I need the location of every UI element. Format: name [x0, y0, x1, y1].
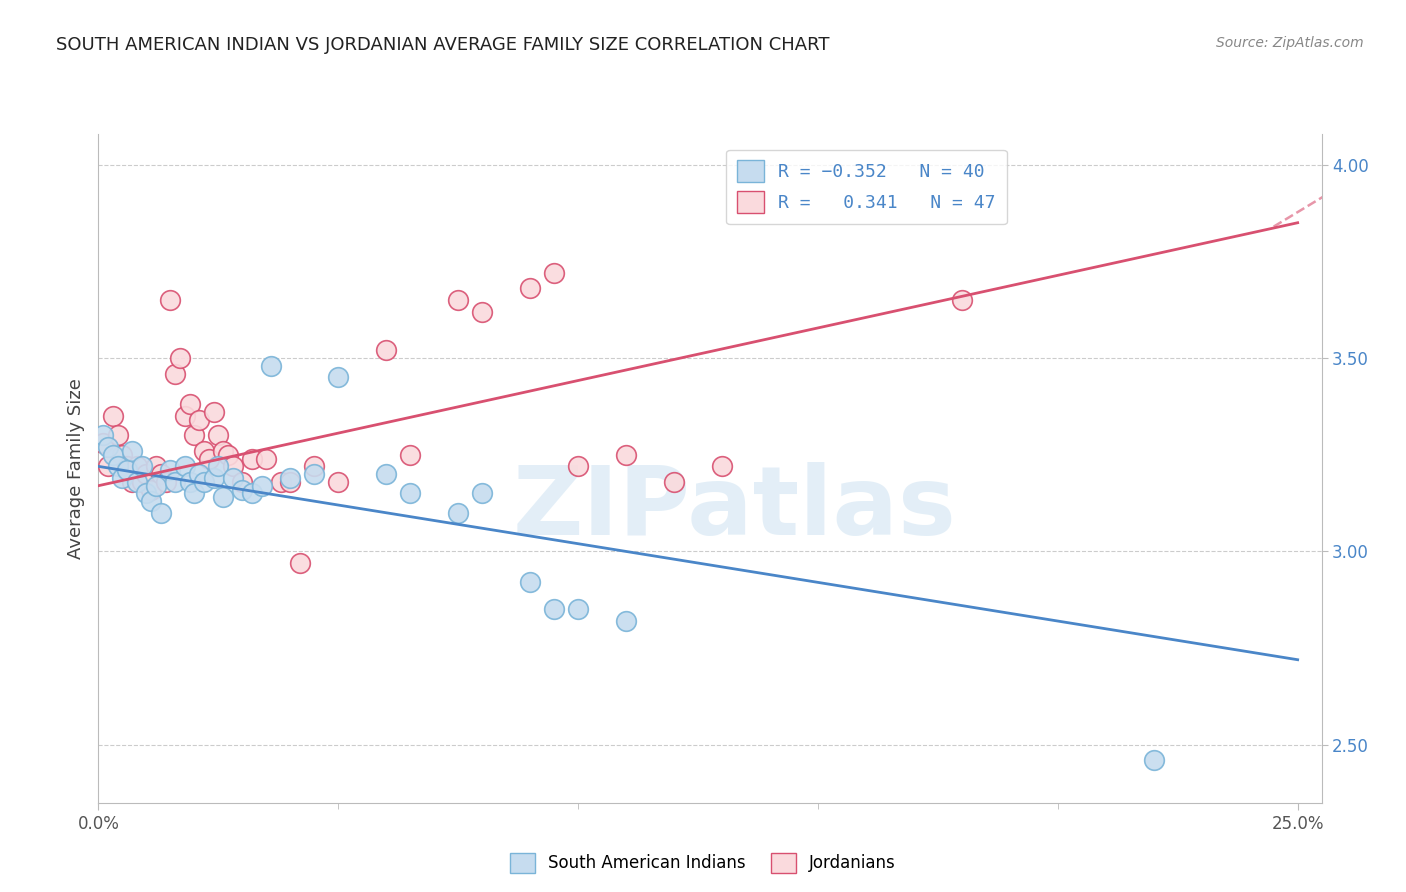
Point: [135, 486, 157, 500]
Point: [270, 475, 292, 489]
Text: SOUTH AMERICAN INDIAN VS JORDANIAN AVERAGE FAMILY SIZE CORRELATION CHART: SOUTH AMERICAN INDIAN VS JORDANIAN AVERA…: [56, 36, 830, 54]
Point: [115, 459, 138, 474]
Point: [471, 304, 494, 318]
Point: [91, 436, 114, 450]
Point: [107, 459, 129, 474]
Point: [202, 405, 225, 419]
Point: [304, 467, 326, 482]
Point: [304, 459, 326, 474]
Legend: R = −0.352   N = 40, R =   0.341   N = 47: R = −0.352 N = 40, R = 0.341 N = 47: [725, 150, 1007, 224]
Point: [188, 467, 211, 482]
Point: [212, 491, 235, 505]
Legend: South American Indians, Jordanians: South American Indians, Jordanians: [503, 847, 903, 880]
Point: [288, 556, 311, 570]
Point: [125, 459, 148, 474]
Point: [1143, 753, 1166, 767]
Point: [543, 602, 565, 616]
Point: [240, 486, 263, 500]
Point: [173, 409, 195, 423]
Point: [149, 506, 172, 520]
Point: [375, 343, 398, 358]
Point: [173, 459, 195, 474]
Point: [222, 471, 245, 485]
Point: [121, 475, 143, 489]
Point: [567, 602, 589, 616]
Point: [169, 351, 191, 365]
Point: [217, 448, 239, 462]
Point: [155, 475, 177, 489]
Point: [101, 448, 124, 462]
Point: [447, 293, 470, 307]
Point: [212, 443, 235, 458]
Point: [222, 459, 245, 474]
Point: [231, 483, 253, 497]
Point: [399, 486, 422, 500]
Point: [183, 486, 205, 500]
Point: [145, 459, 167, 474]
Point: [179, 475, 201, 489]
Point: [207, 428, 229, 442]
Point: [111, 471, 134, 485]
Point: [375, 467, 398, 482]
Point: [614, 448, 637, 462]
Point: [278, 475, 301, 489]
Point: [662, 475, 685, 489]
Point: [519, 281, 541, 295]
Point: [328, 475, 350, 489]
Point: [278, 471, 301, 485]
Point: [240, 451, 263, 466]
Point: [115, 463, 138, 477]
Point: [328, 370, 350, 384]
Point: [543, 266, 565, 280]
Point: [614, 614, 637, 628]
Point: [519, 575, 541, 590]
Point: [567, 459, 589, 474]
Text: ZIPatlas: ZIPatlas: [513, 462, 956, 555]
Point: [121, 443, 143, 458]
Point: [145, 479, 167, 493]
Point: [97, 440, 120, 454]
Point: [165, 367, 187, 381]
Point: [131, 459, 153, 474]
Point: [141, 483, 163, 497]
Point: [141, 494, 163, 508]
Point: [202, 471, 225, 485]
Point: [159, 293, 181, 307]
Point: [111, 448, 134, 462]
Point: [193, 443, 215, 458]
Point: [197, 451, 219, 466]
Point: [711, 459, 734, 474]
Point: [97, 459, 120, 474]
Point: [135, 467, 157, 482]
Point: [447, 506, 470, 520]
Point: [207, 459, 229, 474]
Point: [159, 463, 181, 477]
Point: [231, 475, 253, 489]
Point: [471, 486, 494, 500]
Point: [950, 293, 973, 307]
Point: [149, 467, 172, 482]
Point: [193, 475, 215, 489]
Text: Source: ZipAtlas.com: Source: ZipAtlas.com: [1216, 36, 1364, 50]
Point: [254, 451, 277, 466]
Point: [260, 359, 283, 373]
Y-axis label: Average Family Size: Average Family Size: [66, 378, 84, 558]
Point: [179, 397, 201, 411]
Point: [107, 428, 129, 442]
Point: [250, 479, 273, 493]
Point: [91, 428, 114, 442]
Point: [188, 413, 211, 427]
Point: [399, 448, 422, 462]
Point: [165, 475, 187, 489]
Point: [101, 409, 124, 423]
Point: [125, 475, 148, 489]
Point: [183, 428, 205, 442]
Point: [131, 475, 153, 489]
